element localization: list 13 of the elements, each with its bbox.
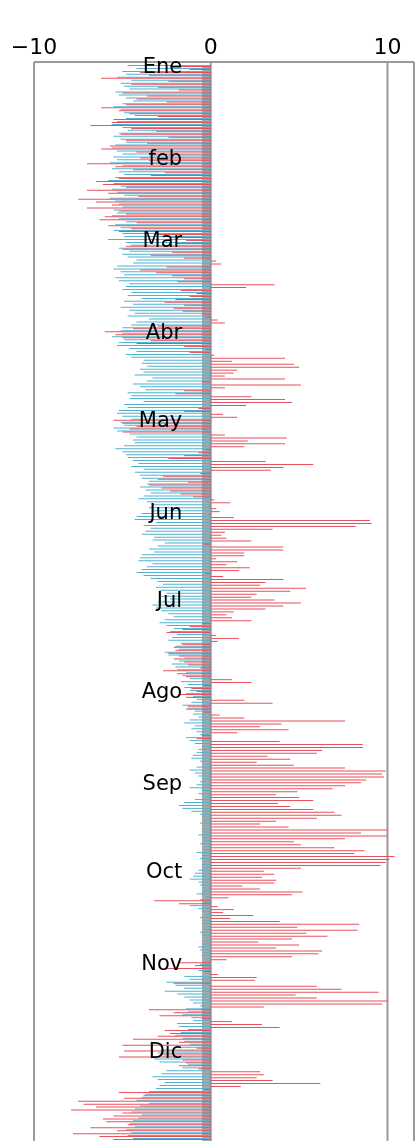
y-tick-label: Nov	[141, 950, 183, 975]
y-tick-label: Jun	[147, 499, 183, 524]
y-tick-label: May	[138, 408, 183, 433]
x-tick-label: 10	[373, 34, 402, 59]
x-tick-label: 0	[203, 34, 218, 59]
y-tick-label: Ago	[141, 679, 183, 704]
x-tick-label: −10	[10, 34, 58, 59]
y-tick-label: Oct	[145, 859, 183, 884]
y-tick-label: feb	[148, 145, 183, 170]
y-tick-label: Sep	[142, 770, 183, 795]
y-tick-label: Jul	[154, 588, 183, 613]
y-tick-label: Abr	[145, 319, 183, 344]
y-tick-label: Dic	[148, 1039, 183, 1064]
